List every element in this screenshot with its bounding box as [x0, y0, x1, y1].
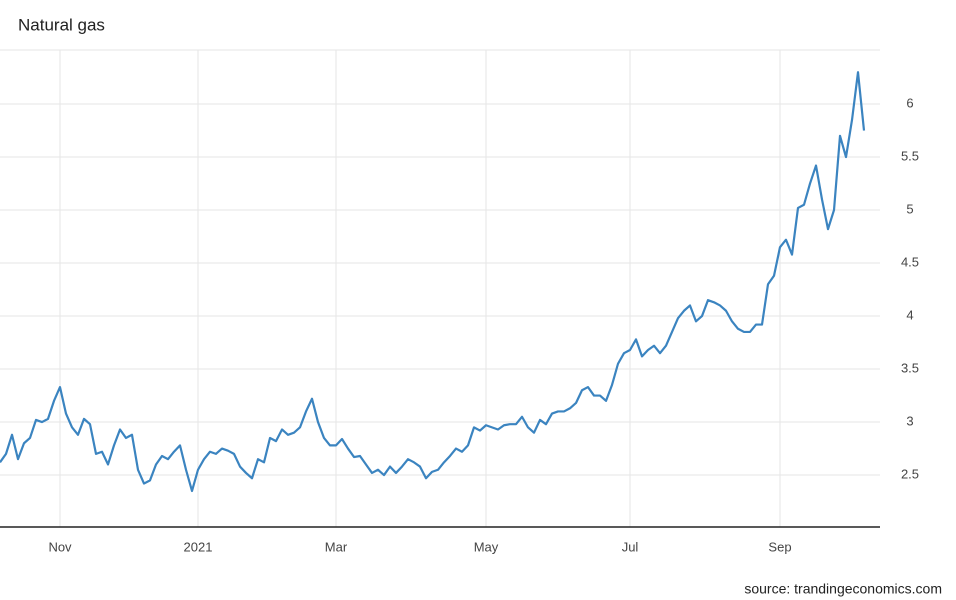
x-tick-label: May	[474, 539, 499, 554]
data-line	[0, 71, 866, 493]
x-tick-label: 2021	[184, 539, 213, 554]
y-tick-label: 4.5	[901, 254, 919, 269]
x-tick-label: Nov	[48, 539, 72, 554]
y-tick-label: 3	[906, 413, 913, 428]
y-tick-label: 6	[906, 95, 913, 110]
y-tick-label: 5	[906, 201, 913, 216]
chart-title: Natural gas	[18, 15, 105, 34]
y-tick-label: 3.5	[901, 360, 919, 375]
x-tick-label: Jul	[622, 539, 639, 554]
source: source: trandingeconomics.com	[744, 581, 942, 597]
y-tick-label: 4	[906, 307, 913, 322]
x-tick-label: Mar	[325, 539, 348, 554]
y-tick-label: 5.5	[901, 148, 919, 163]
x-tick-label: Sep	[768, 539, 791, 554]
y-tick-label: 2.5	[901, 466, 919, 481]
